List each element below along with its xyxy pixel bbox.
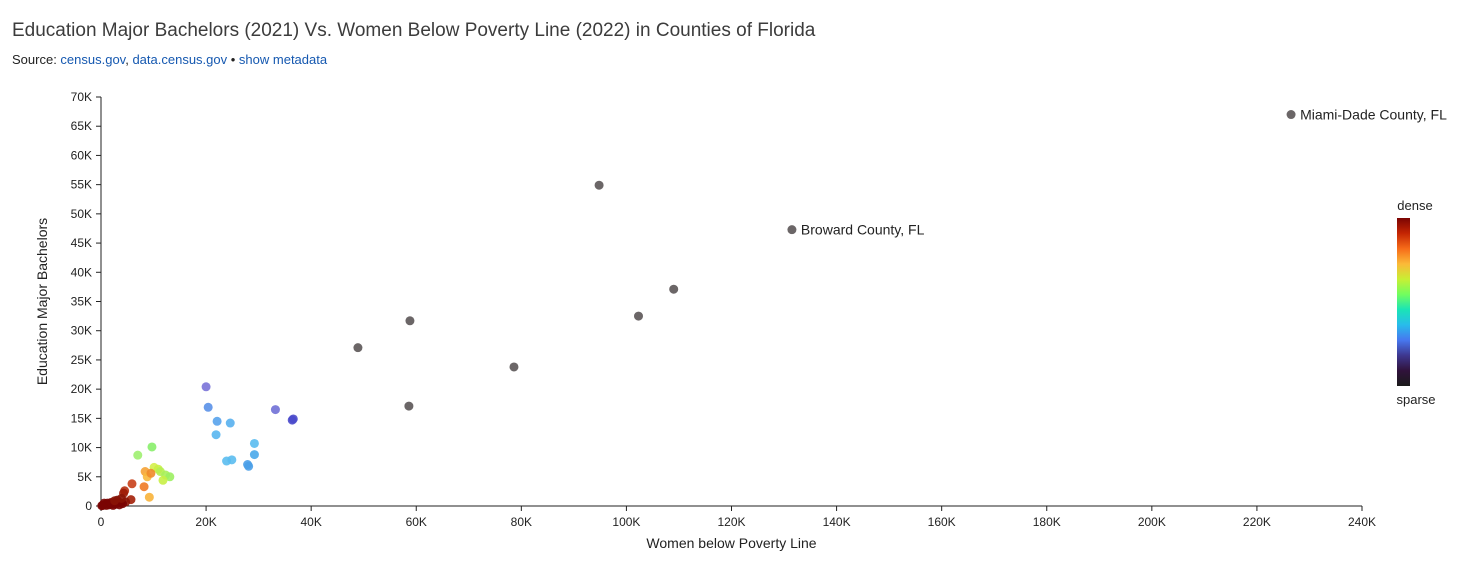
data-point [222,456,232,466]
y-tick-label: 25K [71,353,92,367]
point-label: Broward County, FL [801,222,925,238]
data-point [139,482,149,492]
source-link-data-census[interactable]: data.census.gov [132,52,228,67]
y-tick-label: 70K [71,90,92,104]
x-tick-label: 0 [98,515,105,529]
chart-title: Education Major Bachelors (2021) Vs. Wom… [12,20,816,41]
data-point [509,362,519,372]
x-tick-label: 40K [300,515,321,529]
data-point [147,442,157,452]
data-point [225,418,235,428]
data-point [405,316,415,326]
y-tick-label: 40K [71,265,92,279]
data-point [244,461,254,471]
data-point [669,284,679,294]
data-point [787,225,797,235]
y-tick-label: 30K [71,324,92,338]
colorbar-bottom-label: sparse [1396,392,1435,407]
data-point [270,405,280,415]
data-point [353,343,363,353]
y-tick-label: 45K [71,236,92,250]
y-tick-label: 15K [71,411,92,425]
data-point [1286,110,1296,120]
y-tick-label: 20K [71,382,92,396]
data-point [110,496,120,506]
data-point [116,493,126,503]
source-separator: , [125,52,133,67]
source-prefix: Source: [12,52,61,67]
data-point [158,475,168,485]
x-tick-label: 80K [511,515,532,529]
y-tick-label: 60K [71,148,92,162]
data-point [201,382,211,392]
x-tick-label: 240K [1348,515,1376,529]
x-tick-label: 60K [406,515,427,529]
x-tick-label: 200K [1138,515,1166,529]
x-tick-label: 20K [195,515,216,529]
x-tick-label: 100K [612,515,640,529]
y-tick-label: 65K [71,119,92,133]
point-label: Miami-Dade County, FL [1300,107,1447,123]
data-point [211,430,221,440]
data-point [249,450,259,460]
x-tick-label: 180K [1033,515,1061,529]
data-point [287,415,297,425]
x-axis-label: Women below Poverty Line [646,535,816,551]
y-tick-label: 0 [85,499,92,513]
x-tick-label: 220K [1243,515,1271,529]
data-point [165,472,175,482]
y-tick-label: 55K [71,178,92,192]
data-point [133,450,143,460]
data-point [203,402,213,412]
y-tick-label: 35K [71,295,92,309]
data-point [634,311,644,321]
x-tick-label: 140K [823,515,851,529]
data-point [144,492,154,502]
data-point [212,416,222,426]
x-tick-label: 160K [928,515,956,529]
data-points [97,110,1296,511]
data-point [404,401,414,411]
source-link-census[interactable]: census.gov [60,52,126,67]
show-metadata-link[interactable]: show metadata [238,52,328,67]
density-colorbar: dense sparse [1396,198,1435,407]
data-point [97,501,107,511]
data-point [249,438,259,448]
point-annotations: Miami-Dade County, FL Broward County, FL [801,107,1447,238]
y-tick-label: 50K [71,207,92,221]
axes: 0 20K 40K 60K 80K 100K 120K 140K 160K 180K 200K 220… [34,90,1376,551]
y-axis-label: Education Major Bachelors [34,218,50,385]
y-tick-label: 10K [71,441,92,455]
y-tick-label: 5K [77,470,92,484]
colorbar-top-label: dense [1397,198,1432,213]
data-point [146,468,156,478]
source-line: Source: census.gov, data.census.gov • sh… [12,52,327,67]
data-point [127,479,137,489]
data-point [594,180,604,190]
colorbar-gradient [1397,218,1410,386]
source-bullet: • [227,52,239,67]
x-tick-label: 120K [717,515,745,529]
